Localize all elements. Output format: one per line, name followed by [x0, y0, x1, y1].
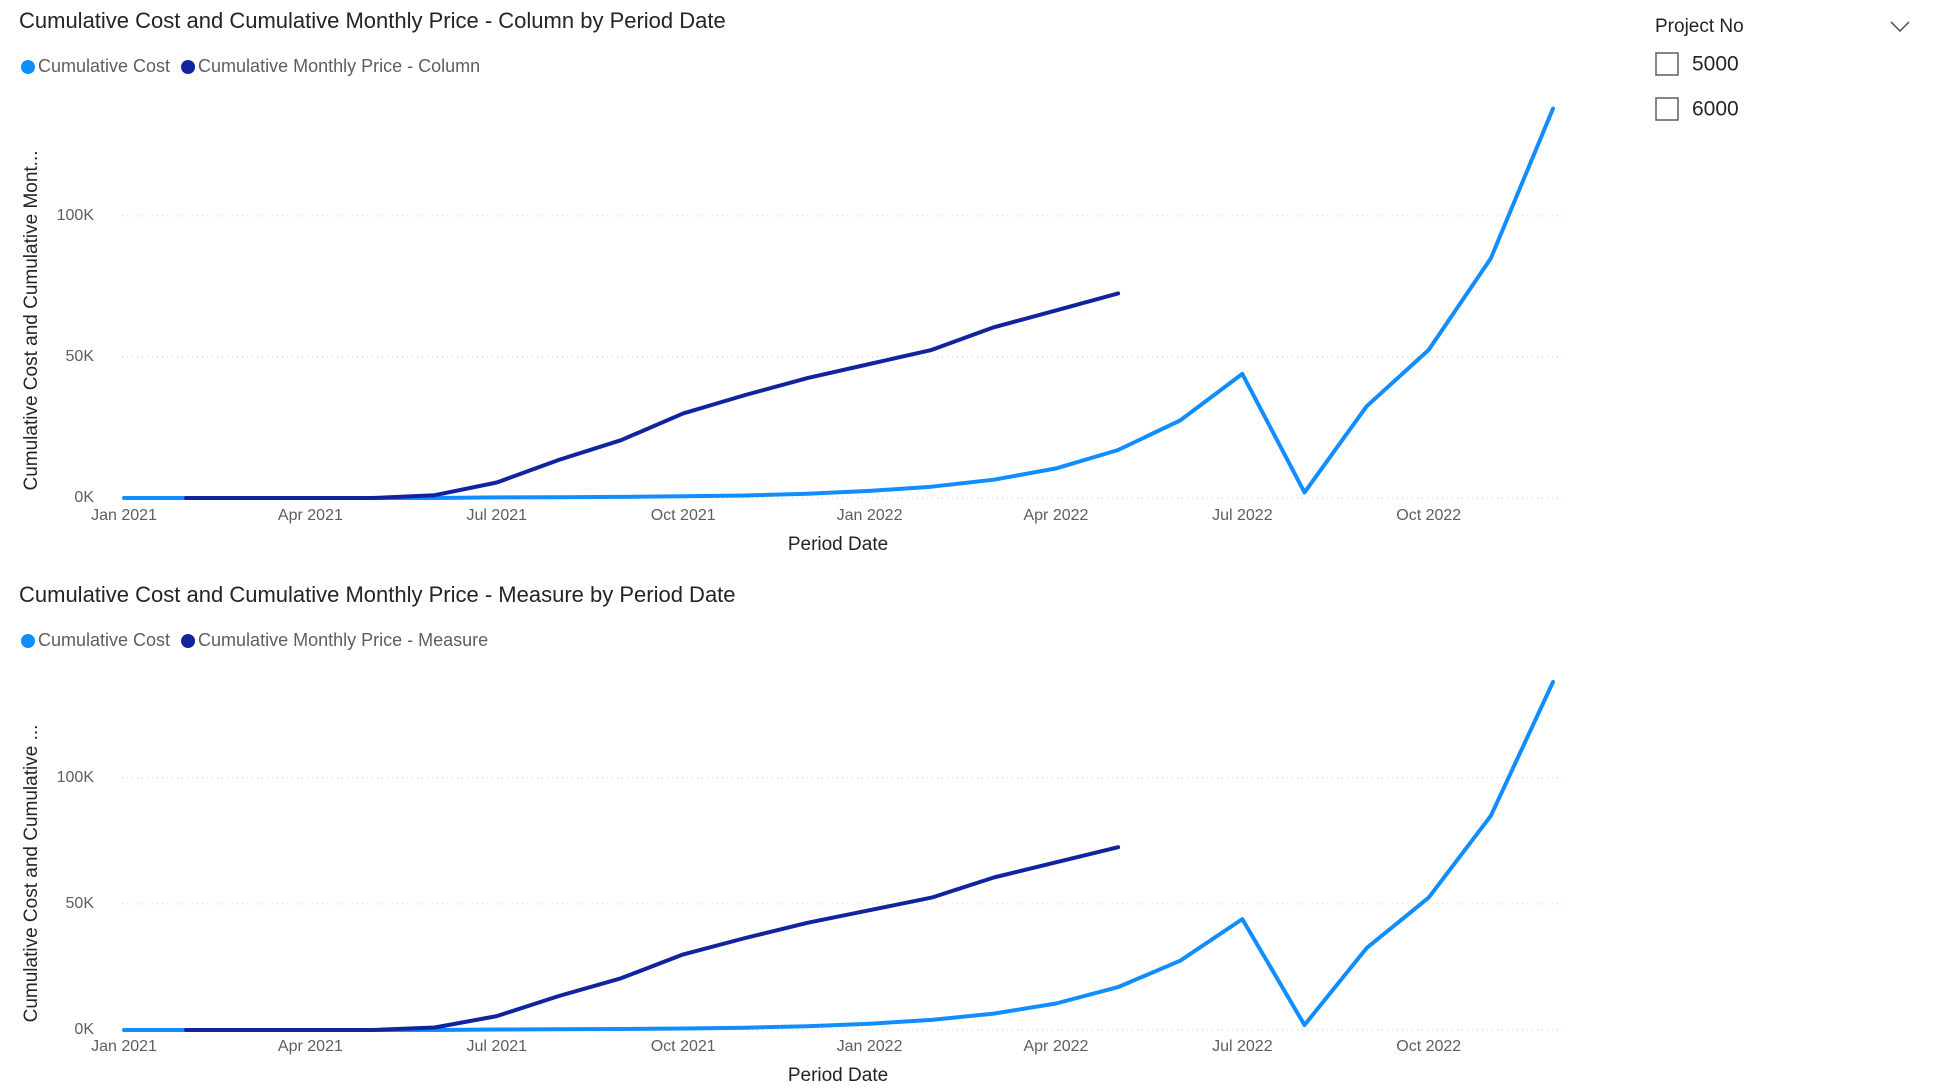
legend-marker [21, 634, 35, 648]
x-tick-label: Apr 2022 [1023, 1038, 1088, 1055]
legend-marker [181, 634, 196, 648]
legend-label: Cumulative Monthly Price - Measure [198, 630, 488, 650]
slicer-chevron[interactable] [1890, 21, 1910, 33]
x-tick-label: Oct 2021 [651, 1038, 716, 1055]
legend-marker [21, 60, 35, 74]
legend-label: Cumulative Monthly Price - Column [198, 56, 480, 76]
x-tick-label: Apr 2021 [278, 1038, 343, 1055]
y-tick-label: 50K [66, 348, 95, 365]
checkbox[interactable] [1655, 97, 1679, 121]
y-tick-label: 0K [74, 1021, 94, 1038]
x-tick-label: Oct 2021 [651, 507, 716, 524]
series-line [122, 106, 1555, 500]
legend-marker [181, 60, 196, 74]
x-axis-title: Period Date [788, 534, 888, 555]
y-axis-title: Cumulative Cost and Cumulative ... [21, 725, 42, 1023]
x-tick-label: Oct 2022 [1396, 1038, 1461, 1055]
x-tick-label: Jul 2022 [1212, 507, 1273, 524]
slicer-title: Project No [1655, 16, 1744, 37]
x-tick-label: Jan 2021 [91, 507, 157, 524]
chart-title: Cumulative Cost and Cumulative Monthly P… [19, 8, 726, 33]
series-line [184, 845, 1121, 1032]
checkbox[interactable] [1655, 52, 1679, 76]
x-tick-label: Jan 2022 [837, 1038, 903, 1055]
x-tick-label: Jul 2021 [467, 507, 528, 524]
x-axis-title: Period Date [788, 1065, 888, 1086]
x-tick-label: Jan 2021 [91, 1038, 157, 1055]
slicer-item[interactable]: 6000 [1692, 98, 1739, 121]
x-tick-label: Jan 2022 [837, 507, 903, 524]
x-tick-label: Apr 2021 [278, 507, 343, 524]
y-tick-label: 100K [57, 207, 95, 224]
x-tick-label: Jul 2021 [467, 1038, 528, 1055]
legend-label: Cumulative Cost [38, 630, 170, 650]
y-tick-label: 100K [57, 769, 95, 786]
legend-label: Cumulative Cost [38, 56, 170, 76]
series-line [122, 680, 1555, 1032]
y-axis-title: Cumulative Cost and Cumulative Mont... [21, 150, 42, 490]
y-tick-label: 0K [74, 489, 94, 506]
slicer-item[interactable]: 5000 [1692, 53, 1739, 76]
series-line [184, 291, 1121, 500]
x-tick-label: Jul 2022 [1212, 1038, 1273, 1055]
chart-title: Cumulative Cost and Cumulative Monthly P… [19, 582, 736, 607]
y-tick-label: 50K [66, 895, 95, 912]
x-tick-label: Oct 2022 [1396, 507, 1461, 524]
x-tick-label: Apr 2022 [1023, 507, 1088, 524]
